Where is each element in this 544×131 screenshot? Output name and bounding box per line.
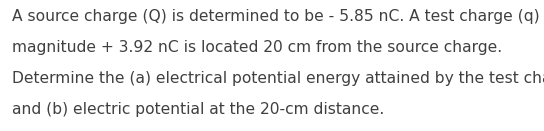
Text: A source charge (Q) is determined to be - 5.85 nC. A test charge (q) of: A source charge (Q) is determined to be … <box>12 9 544 24</box>
Text: magnitude + 3.92 nC is located 20 cm from the source charge.: magnitude + 3.92 nC is located 20 cm fro… <box>12 40 502 55</box>
Text: Determine the (a) electrical potential energy attained by the test charge,: Determine the (a) electrical potential e… <box>12 71 544 86</box>
Text: and (b) electric potential at the 20-cm distance.: and (b) electric potential at the 20-cm … <box>12 102 384 117</box>
